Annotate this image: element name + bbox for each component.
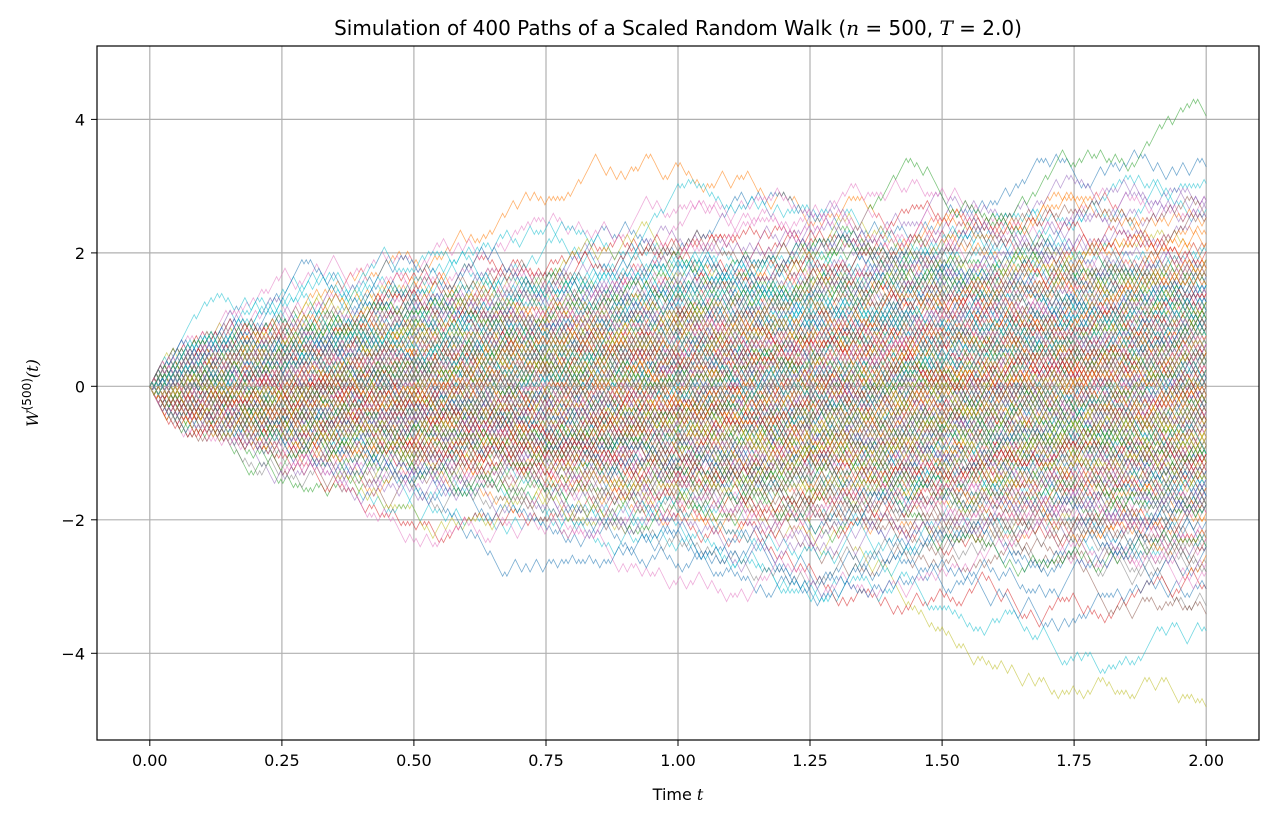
- x-tick-label: 2.00: [1188, 751, 1224, 770]
- x-axis-ticks: 0.00 0.25 0.50 0.75 1.00 1.25 1.50 1.75 2.00: [132, 740, 1224, 770]
- walk-path: [149, 292, 1207, 455]
- walk-path: [149, 178, 1207, 405]
- chart-title: Simulation of 400 Paths of a Scaled Rand…: [334, 16, 1022, 40]
- y-tick-label: −4: [61, 644, 85, 663]
- x-tick-label: 0.25: [264, 751, 300, 770]
- walk-path: [149, 334, 1207, 434]
- walk-path: [149, 386, 1207, 573]
- walk-path: [149, 339, 1207, 443]
- y-tick-label: 0: [75, 377, 85, 396]
- walk-path: [149, 360, 1207, 535]
- x-tick-label: 1.00: [660, 751, 696, 770]
- y-tick-label: 2: [75, 244, 85, 263]
- y-axis-ticks: −4 −2 0 2 4: [61, 110, 97, 663]
- walk-path: [149, 368, 1207, 607]
- x-axis-label: Time t: [652, 785, 704, 804]
- walk-path: [149, 237, 1207, 409]
- walk-path: [149, 381, 1207, 493]
- x-tick-label: 0.50: [396, 751, 432, 770]
- x-tick-label: 1.50: [924, 751, 960, 770]
- walk-path: [149, 279, 1207, 413]
- x-tick-label: 0.75: [528, 751, 564, 770]
- y-tick-label: −2: [61, 511, 85, 530]
- x-tick-label: 0.00: [132, 751, 168, 770]
- walk-path: [149, 296, 1207, 421]
- walk-path: [149, 292, 1207, 430]
- y-axis-label: W(500)(t): [20, 359, 42, 427]
- walk-path: [149, 330, 1207, 561]
- walk-path: [149, 288, 1207, 464]
- x-tick-label: 1.25: [792, 751, 828, 770]
- grid-lines: [97, 46, 1259, 740]
- walk-path: [149, 326, 1207, 417]
- random-walk-paths: [149, 98, 1207, 708]
- x-tick-label: 1.75: [1056, 751, 1092, 770]
- y-tick-label: 4: [75, 110, 85, 129]
- walk-path: [149, 355, 1207, 434]
- walk-path: [149, 372, 1207, 502]
